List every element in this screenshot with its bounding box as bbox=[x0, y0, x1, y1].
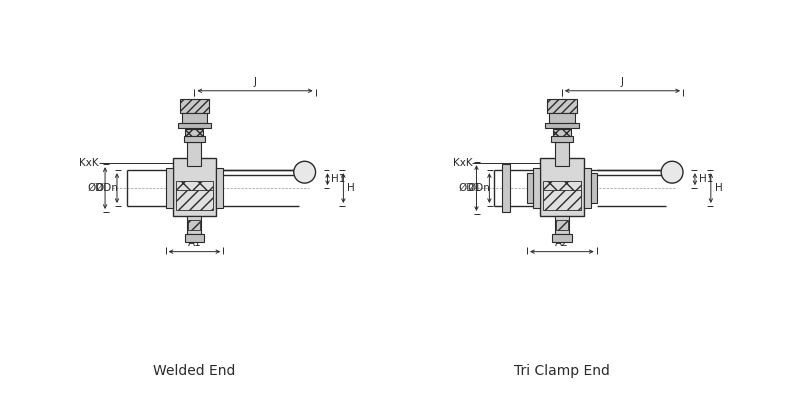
Text: J: J bbox=[254, 77, 257, 87]
Bar bbox=[187, 216, 202, 234]
Bar bbox=[185, 234, 204, 242]
Bar bbox=[545, 122, 578, 128]
Bar bbox=[533, 168, 540, 208]
Bar bbox=[175, 181, 214, 195]
Bar bbox=[189, 220, 200, 230]
Text: ØDn: ØDn bbox=[95, 183, 118, 193]
Bar bbox=[502, 164, 510, 212]
Circle shape bbox=[294, 161, 315, 183]
Text: KxK: KxK bbox=[79, 158, 99, 168]
Bar bbox=[187, 142, 202, 166]
Text: Welded End: Welded End bbox=[154, 364, 236, 378]
Bar bbox=[527, 173, 533, 203]
Bar bbox=[182, 113, 207, 122]
Text: H: H bbox=[714, 183, 722, 193]
Text: KxK: KxK bbox=[453, 158, 473, 168]
Bar bbox=[590, 173, 597, 203]
Bar bbox=[551, 136, 573, 142]
Text: ØDn: ØDn bbox=[467, 183, 490, 193]
Text: Tri Clamp End: Tri Clamp End bbox=[514, 364, 610, 378]
Bar bbox=[178, 122, 211, 128]
Bar bbox=[543, 181, 581, 195]
Text: H: H bbox=[347, 183, 355, 193]
Bar bbox=[556, 220, 568, 230]
Text: ØD: ØD bbox=[87, 183, 103, 193]
Bar bbox=[166, 168, 173, 208]
Bar bbox=[553, 128, 571, 136]
Bar bbox=[555, 142, 569, 166]
Bar bbox=[179, 99, 210, 113]
Bar bbox=[543, 190, 581, 210]
Bar bbox=[555, 216, 569, 234]
Text: A1: A1 bbox=[187, 238, 202, 248]
Bar bbox=[540, 158, 584, 216]
Circle shape bbox=[661, 161, 683, 183]
Bar bbox=[216, 168, 223, 208]
Text: H1: H1 bbox=[331, 174, 346, 184]
Bar bbox=[549, 113, 574, 122]
Text: A2: A2 bbox=[555, 238, 569, 248]
Bar bbox=[547, 99, 577, 113]
Bar bbox=[186, 128, 203, 136]
Bar bbox=[183, 136, 206, 142]
Bar bbox=[173, 158, 216, 216]
Bar bbox=[584, 168, 590, 208]
Bar bbox=[552, 234, 572, 242]
Text: J: J bbox=[621, 77, 624, 87]
Text: ØD1: ØD1 bbox=[458, 183, 482, 193]
Bar bbox=[175, 190, 214, 210]
Text: H1: H1 bbox=[699, 174, 714, 184]
